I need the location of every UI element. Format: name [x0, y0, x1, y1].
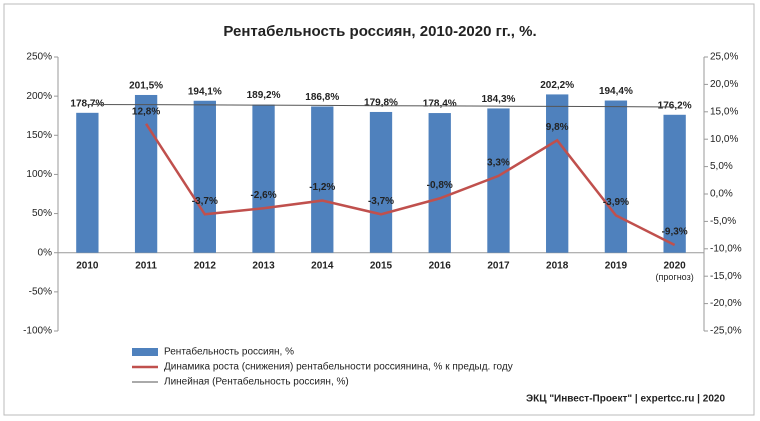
- x-tick-label: 2016: [429, 260, 452, 271]
- bar-label: 201,5%: [129, 81, 163, 92]
- bar: [252, 104, 275, 253]
- x-tick-label: 2013: [252, 260, 275, 271]
- y-tick-label: 150%: [26, 130, 52, 141]
- bar-label: 178,4%: [423, 99, 457, 110]
- line-label: -3,9%: [603, 197, 629, 208]
- trend-line: [87, 103, 675, 108]
- line-label: -3,7%: [368, 196, 394, 207]
- y2-tick-label: -15,0%: [710, 271, 742, 282]
- y2-tick-label: 10,0%: [710, 134, 738, 145]
- y2-tick-label: -20,0%: [710, 298, 742, 309]
- y-tick-label: 50%: [32, 208, 52, 219]
- bar: [193, 100, 216, 253]
- bar: [546, 94, 569, 253]
- y2-tick-label: 5,0%: [710, 161, 733, 172]
- y-tick-label: 100%: [26, 169, 52, 180]
- x-tick-label: 2015: [370, 260, 393, 271]
- bar-label: 186,8%: [305, 92, 339, 103]
- y-tick-label: -100%: [23, 326, 52, 337]
- legend-swatch: [132, 348, 158, 356]
- y2-tick-label: -5,0%: [710, 216, 736, 227]
- bar-label: 179,8%: [364, 98, 398, 109]
- line-label: 12,8%: [132, 106, 160, 117]
- y-tick-label: 250%: [26, 52, 52, 63]
- line-label: -1,2%: [309, 182, 335, 193]
- line-label: -0,8%: [427, 180, 453, 191]
- legend-label: Динамика роста (снижения) рентабельности…: [164, 361, 513, 373]
- bar-label: 202,2%: [540, 80, 574, 91]
- x-tick-label: 2010: [76, 260, 99, 271]
- y2-tick-label: 15,0%: [710, 106, 738, 117]
- x-tick-label: 2018: [546, 260, 569, 271]
- chart-title: Рентабельность россиян, 2010-2020 гг., %…: [223, 23, 536, 40]
- legend-label: Линейная (Рентабельность россиян, %): [164, 376, 349, 388]
- line-label: -3,7%: [192, 196, 218, 207]
- x-tick-label: 2012: [194, 260, 217, 271]
- bar: [311, 106, 334, 253]
- source: ЭКЦ "Инвест-Проект" | expertcc.ru | 2020: [526, 394, 725, 405]
- bar: [487, 108, 510, 253]
- bar-label: 176,2%: [658, 100, 692, 111]
- y2-tick-label: -10,0%: [710, 243, 742, 254]
- x-tick-label: 2019: [605, 260, 628, 271]
- line-series: [145, 123, 676, 247]
- bar-label: 189,2%: [247, 90, 281, 101]
- bar: [428, 113, 451, 253]
- bar-label: 194,4%: [599, 86, 633, 97]
- y-tick-label: 0%: [38, 247, 53, 258]
- bar: [369, 111, 393, 253]
- x-tick-label: 2020: [664, 260, 687, 271]
- line-label: 3,3%: [487, 158, 510, 169]
- bar-label: 184,3%: [481, 94, 515, 105]
- y2-tick-label: 0,0%: [710, 189, 733, 200]
- line-label: -2,6%: [250, 190, 276, 201]
- y-tick-label: 200%: [26, 91, 52, 102]
- x-tick-label: 2014: [311, 260, 334, 271]
- bar: [134, 94, 158, 253]
- line-label: -9,3%: [662, 227, 688, 238]
- y2-tick-label: 25,0%: [710, 52, 738, 63]
- line-label: 9,8%: [546, 122, 569, 133]
- y2-tick-label: 20,0%: [710, 79, 738, 90]
- bar-label: 194,1%: [188, 86, 222, 97]
- y-tick-label: -50%: [29, 286, 52, 297]
- legend-label: Рентабельность россиян, %: [164, 346, 294, 358]
- y2-tick-label: -25,0%: [710, 326, 742, 337]
- x-tick-label: 2017: [487, 260, 510, 271]
- forecast-note: (прогноз): [656, 272, 694, 282]
- x-tick-label: 2011: [135, 260, 157, 271]
- bar: [663, 114, 686, 253]
- bar: [604, 100, 628, 253]
- bar: [76, 112, 99, 253]
